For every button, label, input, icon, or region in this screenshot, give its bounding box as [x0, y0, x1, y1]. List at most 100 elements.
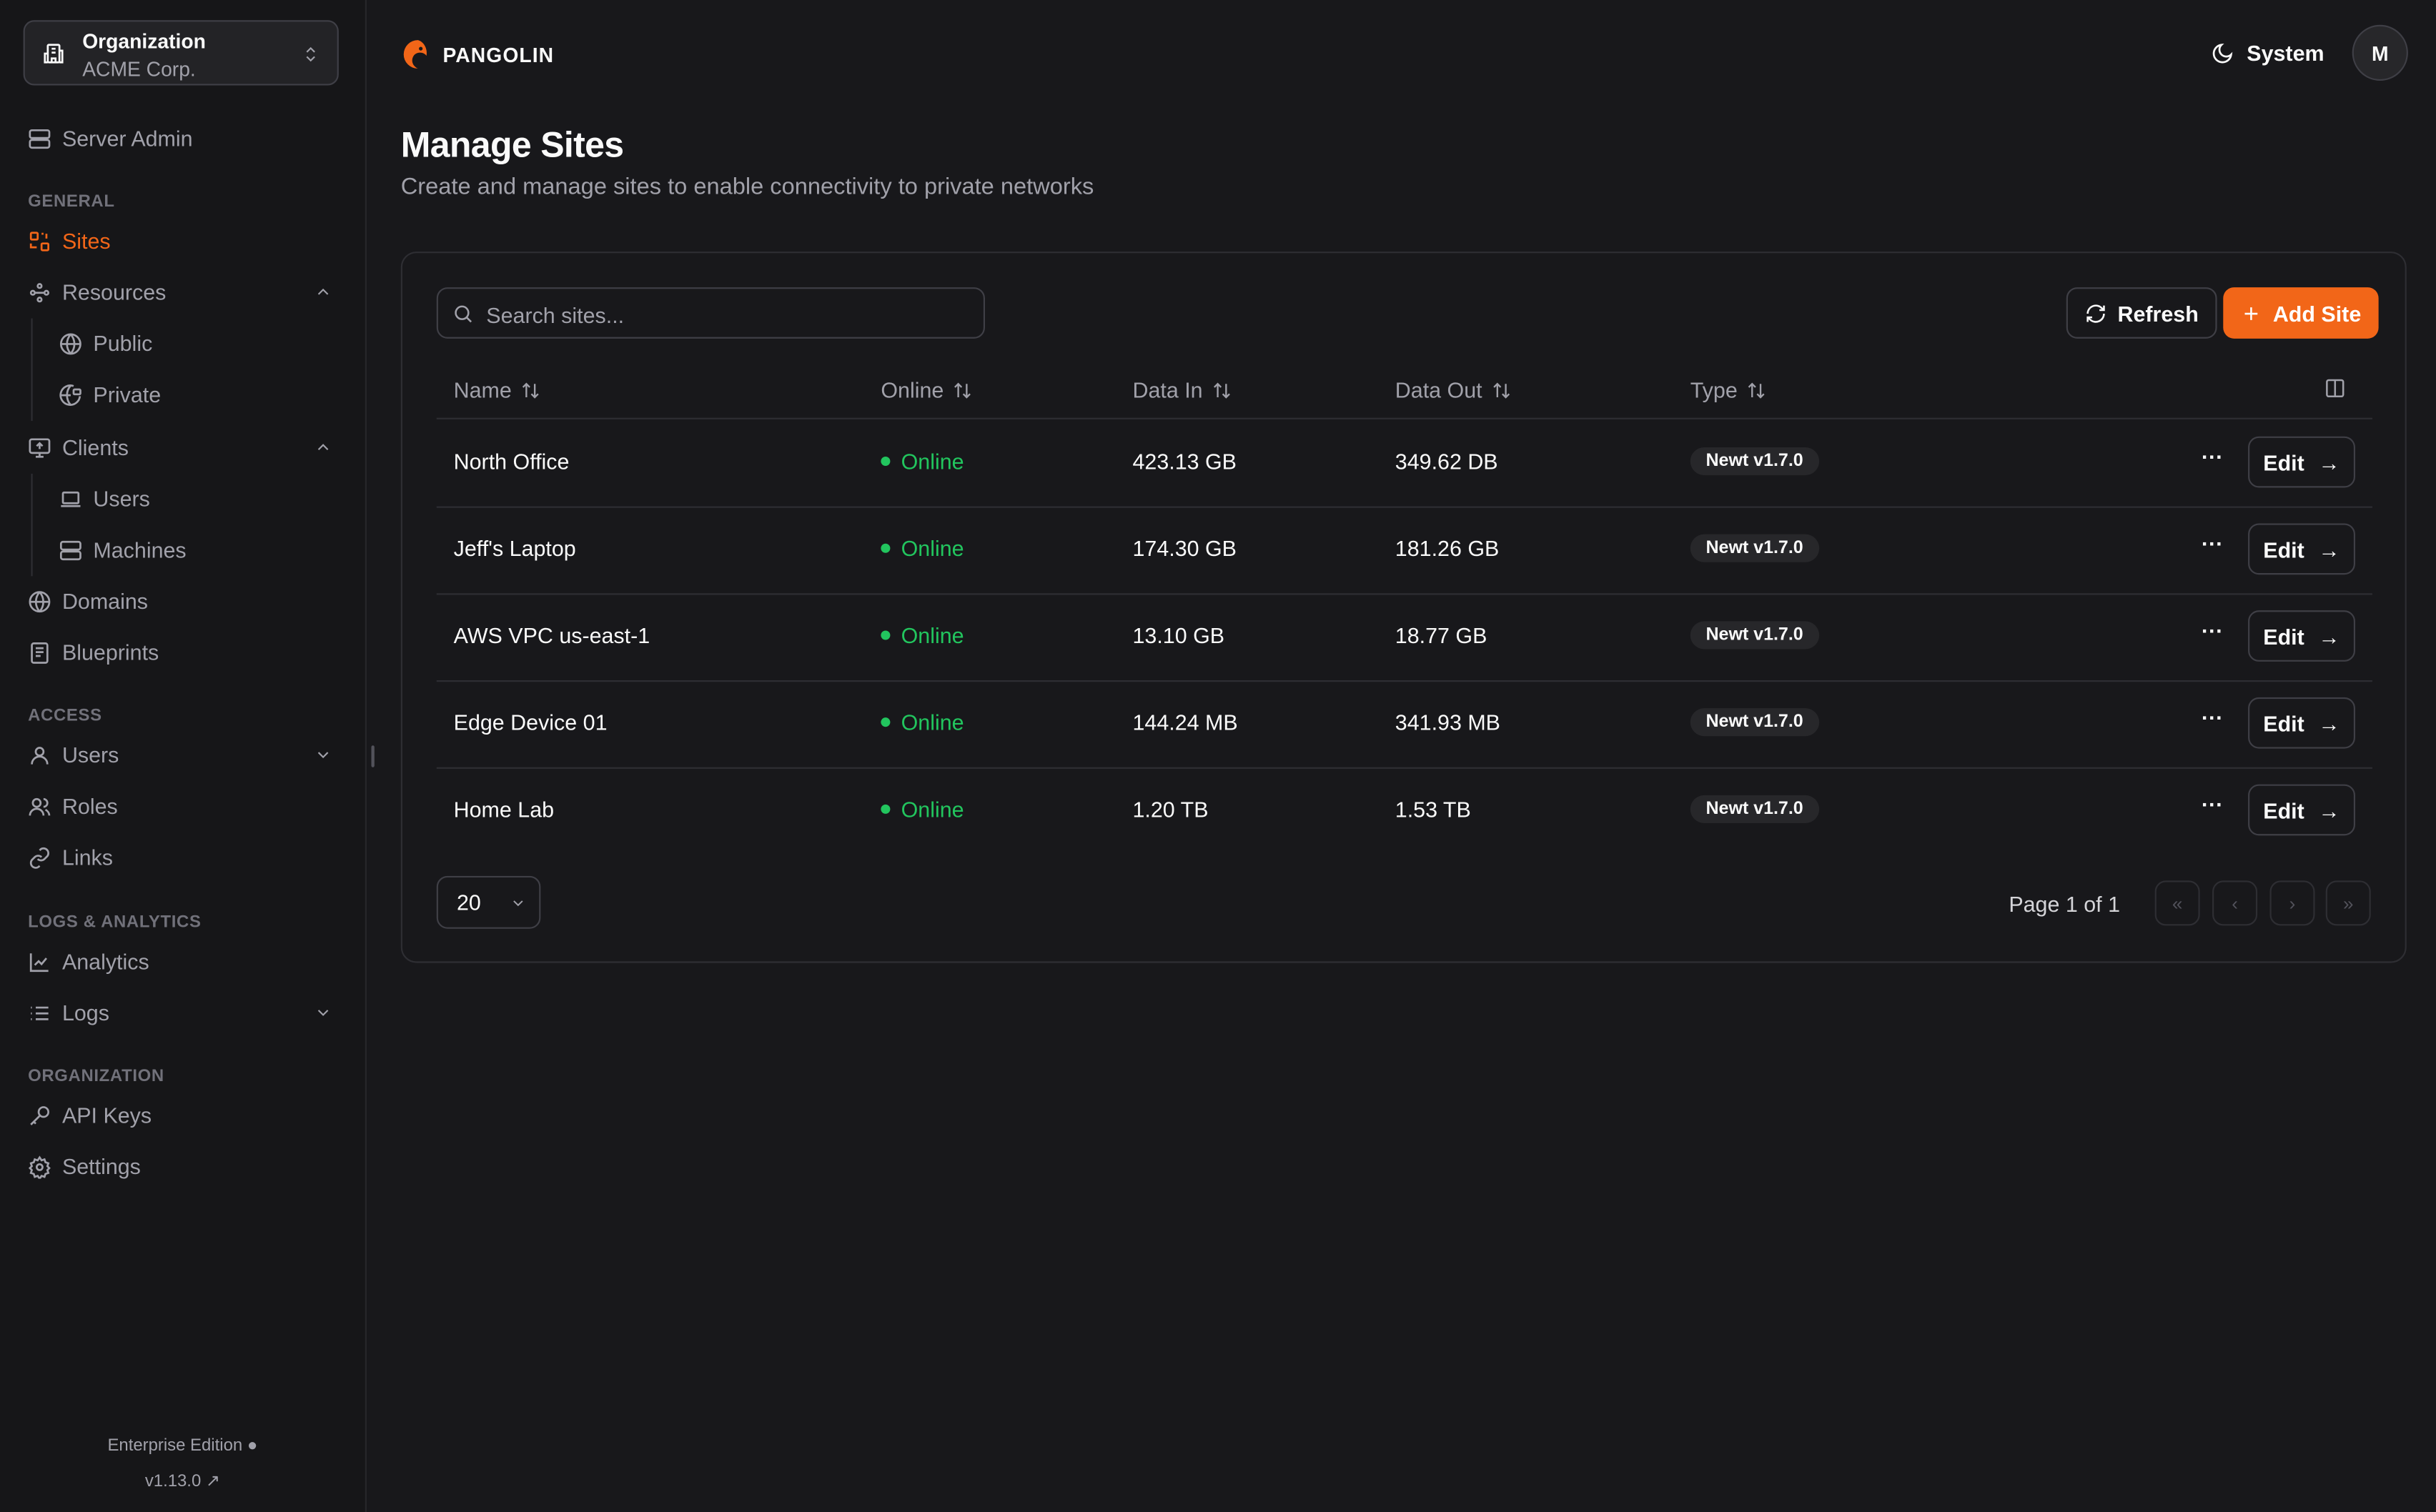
site-name[interactable]: North Office: [453, 449, 570, 474]
sidebar-item-clients[interactable]: Clients: [28, 435, 335, 459]
more-actions-icon[interactable]: ···: [2201, 792, 2224, 817]
sidebar-item-sites[interactable]: Sites: [28, 228, 335, 254]
sidebar-item-api-keys[interactable]: API Keys: [28, 1103, 335, 1128]
sidebar-item-private[interactable]: Private: [59, 382, 336, 407]
label: Logs: [61, 1000, 109, 1025]
edit-button[interactable]: Edit →: [2248, 523, 2356, 575]
more-actions-icon[interactable]: ···: [2201, 531, 2224, 557]
more-actions-icon[interactable]: ···: [2201, 618, 2224, 643]
search-input[interactable]: [482, 289, 956, 340]
label: Sites: [61, 228, 111, 254]
sort-icon: [523, 382, 540, 398]
data-out: 181.26 GB: [1395, 535, 1500, 561]
sidebar-item-analytics[interactable]: Analytics: [28, 949, 335, 974]
sidebar-item-links[interactable]: Links: [28, 845, 335, 870]
globe-icon: [29, 590, 51, 612]
version-link[interactable]: v1.13.0 ↗: [144, 1472, 220, 1491]
list-icon: [31, 1005, 49, 1020]
last-page-button[interactable]: »: [2325, 880, 2371, 926]
chevron-right-icon: ›: [2289, 892, 2296, 915]
status-dot-icon: [881, 717, 891, 727]
type-badge: Newt v1.7.0: [1690, 708, 1819, 737]
arrow-right-icon: →: [2318, 536, 2340, 562]
chevrons-left-icon: «: [2172, 892, 2183, 915]
columns-icon[interactable]: [2324, 377, 2346, 399]
theme-toggle[interactable]: System: [2211, 41, 2324, 65]
sidebar-item-roles[interactable]: Roles: [28, 794, 335, 818]
building-icon: [44, 44, 64, 64]
edit-button[interactable]: Edit →: [2248, 436, 2356, 488]
sidebar-item-server-admin[interactable]: Server Admin: [28, 126, 335, 151]
site-name[interactable]: AWS VPC us-east-1: [453, 622, 650, 648]
arrow-right-icon: →: [2318, 797, 2340, 822]
edit-button[interactable]: Edit →: [2248, 697, 2356, 749]
sidebar-item-logs[interactable]: Logs: [28, 1000, 335, 1025]
label: Blueprints: [61, 640, 159, 665]
add-site-button[interactable]: Add Site: [2223, 287, 2379, 339]
edit-button[interactable]: Edit →: [2248, 610, 2356, 662]
brand-logo: PANGOLIN: [401, 37, 554, 71]
gear-icon: [28, 1155, 51, 1178]
sidebar-item-blueprints[interactable]: Blueprints: [28, 640, 335, 665]
site-name[interactable]: Home Lab: [453, 797, 555, 822]
chevrons-right-icon: »: [2342, 892, 2354, 915]
more-actions-icon[interactable]: ···: [2201, 705, 2224, 730]
column-header[interactable]: Data In: [1132, 377, 1232, 402]
org-name: ACME Corp.: [82, 57, 196, 81]
search-field[interactable]: [436, 287, 985, 340]
type-badge: Newt v1.7.0: [1690, 795, 1819, 823]
label: Users: [93, 486, 150, 512]
data-in: 13.10 GB: [1132, 622, 1225, 648]
status-dot-icon: [881, 630, 891, 640]
org-switcher[interactable]: Organization ACME Corp.: [23, 20, 339, 86]
chevron-down-icon: [317, 752, 329, 759]
sidebar-item-users[interactable]: Users: [28, 742, 335, 767]
status-online: Online: [881, 797, 964, 822]
next-page-button[interactable]: ›: [2269, 880, 2315, 926]
sort-icon: [1748, 382, 1766, 398]
more-actions-icon[interactable]: ···: [2201, 444, 2224, 469]
status-online: Online: [881, 449, 964, 474]
sidebar-item-settings[interactable]: Settings: [28, 1154, 335, 1179]
resources-icon: [29, 282, 50, 302]
sort-icon: [955, 382, 971, 398]
chevron-up-icon: [317, 444, 329, 450]
sidebar-resize-handle[interactable]: [371, 745, 375, 767]
sidebar-item-client-users[interactable]: Users: [59, 486, 336, 511]
org-label: Organization: [82, 29, 206, 53]
avatar[interactable]: M: [2352, 24, 2408, 81]
data-out: 1.53 TB: [1395, 797, 1471, 822]
chevrons-up-down-icon: [306, 46, 315, 62]
first-page-button[interactable]: «: [2154, 880, 2200, 926]
data-out: 18.77 GB: [1395, 622, 1487, 648]
sidebar-item-machines[interactable]: Machines: [59, 537, 336, 562]
refresh-button[interactable]: Refresh: [2066, 287, 2217, 339]
column-header[interactable]: Data Out: [1395, 377, 1512, 402]
status-online: Online: [881, 536, 964, 561]
prev-page-button[interactable]: ‹: [2212, 880, 2258, 926]
column-header[interactable]: Name: [454, 377, 541, 402]
arrow-right-icon: →: [2318, 449, 2340, 475]
type-badge: Newt v1.7.0: [1690, 621, 1819, 650]
column-header[interactable]: Online: [881, 377, 973, 402]
section-general: GENERAL: [28, 192, 115, 212]
site-name[interactable]: Jeff's Laptop: [453, 535, 576, 561]
site-name[interactable]: Edge Device 01: [453, 710, 608, 735]
chevron-up-icon: [317, 288, 329, 295]
page-size-select[interactable]: 20: [436, 875, 541, 929]
globe-icon: [59, 332, 81, 354]
data-in: 423.13 GB: [1132, 449, 1237, 474]
column-header[interactable]: Type: [1690, 377, 1767, 402]
edit-button[interactable]: Edit →: [2248, 784, 2356, 836]
sidebar-item-public[interactable]: Public: [59, 331, 336, 356]
label: Public: [93, 330, 153, 356]
plus-icon: [2244, 307, 2258, 319]
status-dot-icon: [881, 804, 891, 814]
sidebar-item-domains[interactable]: Domains: [28, 589, 335, 614]
status-online: Online: [881, 710, 964, 735]
status-dot-icon: [881, 457, 891, 467]
sidebar-item-resources[interactable]: Resources: [28, 279, 335, 304]
edition-link[interactable]: Enterprise Edition ●: [107, 1436, 258, 1456]
chevron-left-icon: ‹: [2232, 892, 2238, 915]
status-dot-icon: [881, 543, 891, 553]
